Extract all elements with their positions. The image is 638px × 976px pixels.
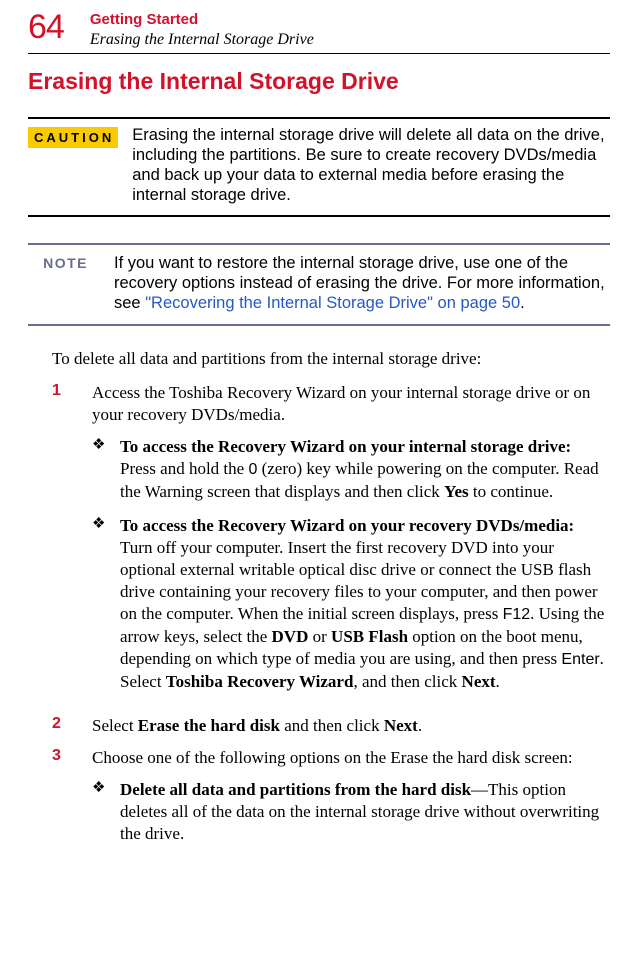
- sub-lead-bold: To access the Recovery Wizard on your re…: [120, 516, 574, 535]
- running-header: 64 Getting Started Erasing the Internal …: [28, 10, 610, 54]
- step-1-sub-b: ❖ To access the Recovery Wizard on your …: [92, 515, 610, 693]
- ui-next: Next: [462, 672, 496, 691]
- step-1-sublist: ❖ To access the Recovery Wizard on your …: [92, 436, 610, 693]
- step-1-text: Access the Toshiba Recovery Wizard on yo…: [92, 383, 590, 424]
- note-text: If you want to restore the internal stor…: [114, 253, 610, 313]
- step-number: 1: [52, 382, 92, 705]
- step-1: 1 Access the Toshiba Recovery Wizard on …: [52, 382, 610, 705]
- sub-body: To access the Recovery Wizard on your in…: [120, 436, 610, 503]
- t: .: [418, 716, 422, 735]
- sub-lead-bold: To access the Recovery Wizard on your in…: [120, 437, 571, 456]
- section-heading: Erasing the Internal Storage Drive: [28, 68, 610, 95]
- step-3-text: Choose one of the following options on t…: [92, 748, 573, 767]
- t: Press and hold the: [120, 459, 248, 478]
- header-titles: Getting Started Erasing the Internal Sto…: [90, 10, 314, 49]
- t: and then click: [280, 716, 384, 735]
- ui-yes: Yes: [444, 482, 469, 501]
- document-page: 64 Getting Started Erasing the Internal …: [0, 0, 638, 887]
- caution-text: Erasing the internal storage drive will …: [132, 125, 610, 206]
- bullet-icon: ❖: [92, 515, 120, 693]
- step-1-sub-a: ❖ To access the Recovery Wizard on your …: [92, 436, 610, 503]
- sub-body: To access the Recovery Wizard on your re…: [120, 515, 610, 693]
- ui-next: Next: [384, 716, 418, 735]
- t: to continue.: [469, 482, 554, 501]
- steps-list: 1 Access the Toshiba Recovery Wizard on …: [52, 382, 610, 858]
- step-2: 2 Select Erase the hard disk and then cl…: [52, 715, 610, 737]
- ui-usb-flash: USB Flash: [331, 627, 408, 646]
- step-3: 3 Choose one of the following options on…: [52, 747, 610, 857]
- note-label: NOTE: [28, 255, 88, 271]
- chapter-title: Getting Started: [90, 12, 314, 29]
- bullet-icon: ❖: [92, 436, 120, 503]
- ui-toshiba-recovery-wizard: Toshiba Recovery Wizard: [166, 672, 354, 691]
- step-number: 3: [52, 747, 92, 857]
- sub-body: Delete all data and partitions from the …: [120, 779, 610, 845]
- step-body: Choose one of the following options on t…: [92, 747, 610, 857]
- note-cross-reference-link[interactable]: "Recovering the Internal Storage Drive" …: [145, 294, 520, 312]
- step-number: 2: [52, 715, 92, 737]
- step-3-sub-a: ❖ Delete all data and partitions from th…: [92, 779, 610, 845]
- key-zero: 0: [248, 461, 257, 478]
- key-f12: F12: [503, 606, 531, 623]
- sub-lead-bold: Delete all data and partitions from the …: [120, 780, 471, 799]
- intro-paragraph: To delete all data and partitions from t…: [52, 348, 610, 370]
- bullet-icon: ❖: [92, 779, 120, 845]
- t: , and then click: [353, 672, 461, 691]
- key-enter: Enter: [561, 651, 599, 668]
- ui-erase-hard-disk: Erase the hard disk: [138, 716, 280, 735]
- t: .: [496, 672, 500, 691]
- caution-callout: CAUTION Erasing the internal storage dri…: [28, 117, 610, 218]
- step-body: Select Erase the hard disk and then clic…: [92, 715, 610, 737]
- ui-dvd: DVD: [272, 627, 309, 646]
- step-3-sublist: ❖ Delete all data and partitions from th…: [92, 779, 610, 845]
- caution-badge: CAUTION: [28, 127, 118, 148]
- note-text-after: .: [520, 294, 525, 312]
- step-body: Access the Toshiba Recovery Wizard on yo…: [92, 382, 610, 705]
- t: Select: [92, 716, 138, 735]
- t: or: [308, 627, 331, 646]
- section-subtitle: Erasing the Internal Storage Drive: [90, 30, 314, 49]
- note-callout: NOTE If you want to restore the internal…: [28, 243, 610, 325]
- page-number: 64: [28, 10, 64, 44]
